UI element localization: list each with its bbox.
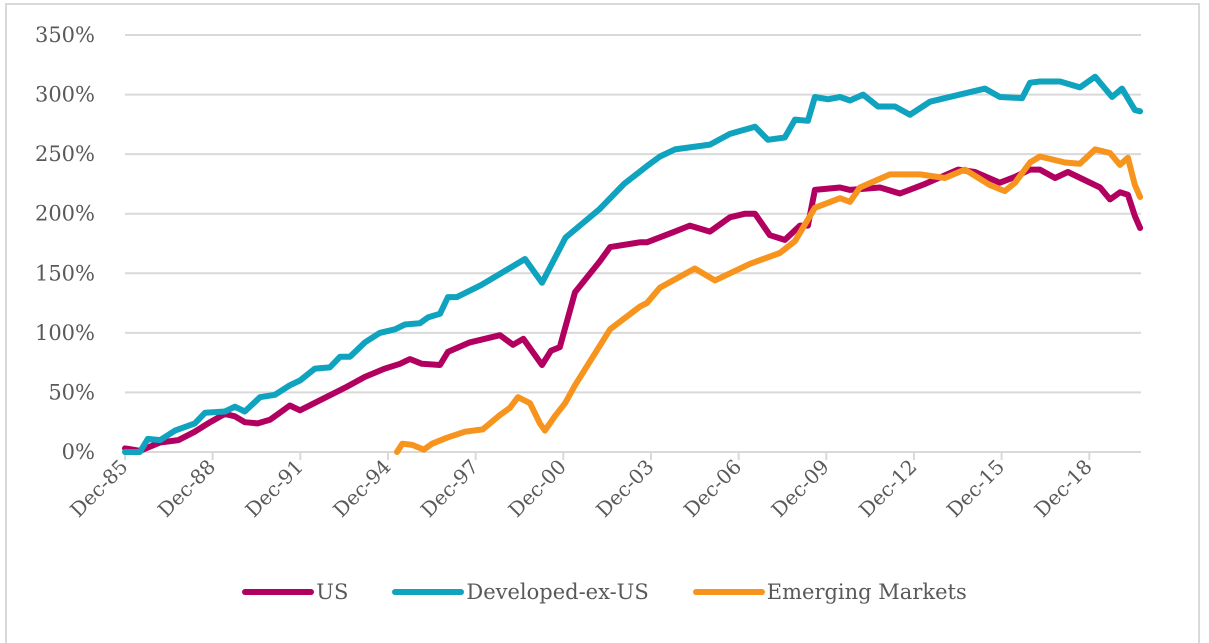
legend-item-us: US	[242, 580, 348, 604]
legend-label-emerging-markets: Emerging Markets	[766, 580, 967, 604]
x-tick-label: Dec-91	[240, 455, 307, 522]
x-tick-label: Dec-18	[1029, 455, 1096, 522]
y-tick-label: 150%	[35, 261, 95, 285]
x-tick-label: Dec-12	[854, 455, 921, 522]
y-tick-label: 200%	[35, 202, 95, 226]
x-tick-label: Dec-06	[679, 455, 746, 522]
y-tick-label: 100%	[35, 321, 95, 345]
chart-frame	[5, 3, 1200, 643]
legend-item-emerging-markets: Emerging Markets	[692, 580, 967, 604]
y-axis: 0% 50% 100% 150% 200% 250% 300% 350%	[35, 23, 95, 464]
legend-item-developed-ex-us: Developed-ex-US	[392, 580, 649, 604]
y-tick-label: 350%	[35, 23, 95, 47]
x-tick-label: Dec-15	[942, 455, 1009, 522]
y-tick-label: 250%	[35, 142, 95, 166]
legend-swatch-us	[242, 589, 315, 595]
legend-label-us: US	[316, 580, 349, 604]
legend-label-developed-ex-us: Developed-ex-US	[466, 580, 649, 604]
x-axis: Dec-85 Dec-88 Dec-91 Dec-94 Dec-97 Dec-00 Dec-…	[65, 452, 1097, 522]
x-tick-label: Dec-03	[591, 455, 658, 522]
legend-swatch-developed-ex-us	[392, 589, 465, 595]
gridlines	[125, 34, 1141, 453]
x-tick-label: Dec-85	[65, 455, 132, 522]
legend-swatch-emerging-markets	[692, 589, 765, 595]
legend: US Developed-ex-US Emerging Markets	[0, 575, 1209, 609]
x-tick-label: Dec-88	[153, 455, 220, 522]
x-tick-label: Dec-94	[328, 455, 395, 522]
y-tick-label: 300%	[35, 83, 95, 107]
x-tick-label: Dec-00	[503, 455, 570, 522]
x-tick-label: Dec-97	[416, 455, 483, 522]
series-line-emerging-markets	[394, 146, 1144, 455]
y-tick-label: 0%	[62, 440, 95, 464]
x-tick-label: Dec-09	[766, 455, 833, 522]
y-tick-label: 50%	[48, 380, 95, 404]
series-lines	[122, 73, 1144, 455]
series-line-us	[122, 166, 1144, 454]
line-chart: 0%50%100%150%200%250%300%350% Dec-85 Dec-…	[35, 23, 1144, 522]
series-line-developed-ex-us	[122, 73, 1144, 455]
